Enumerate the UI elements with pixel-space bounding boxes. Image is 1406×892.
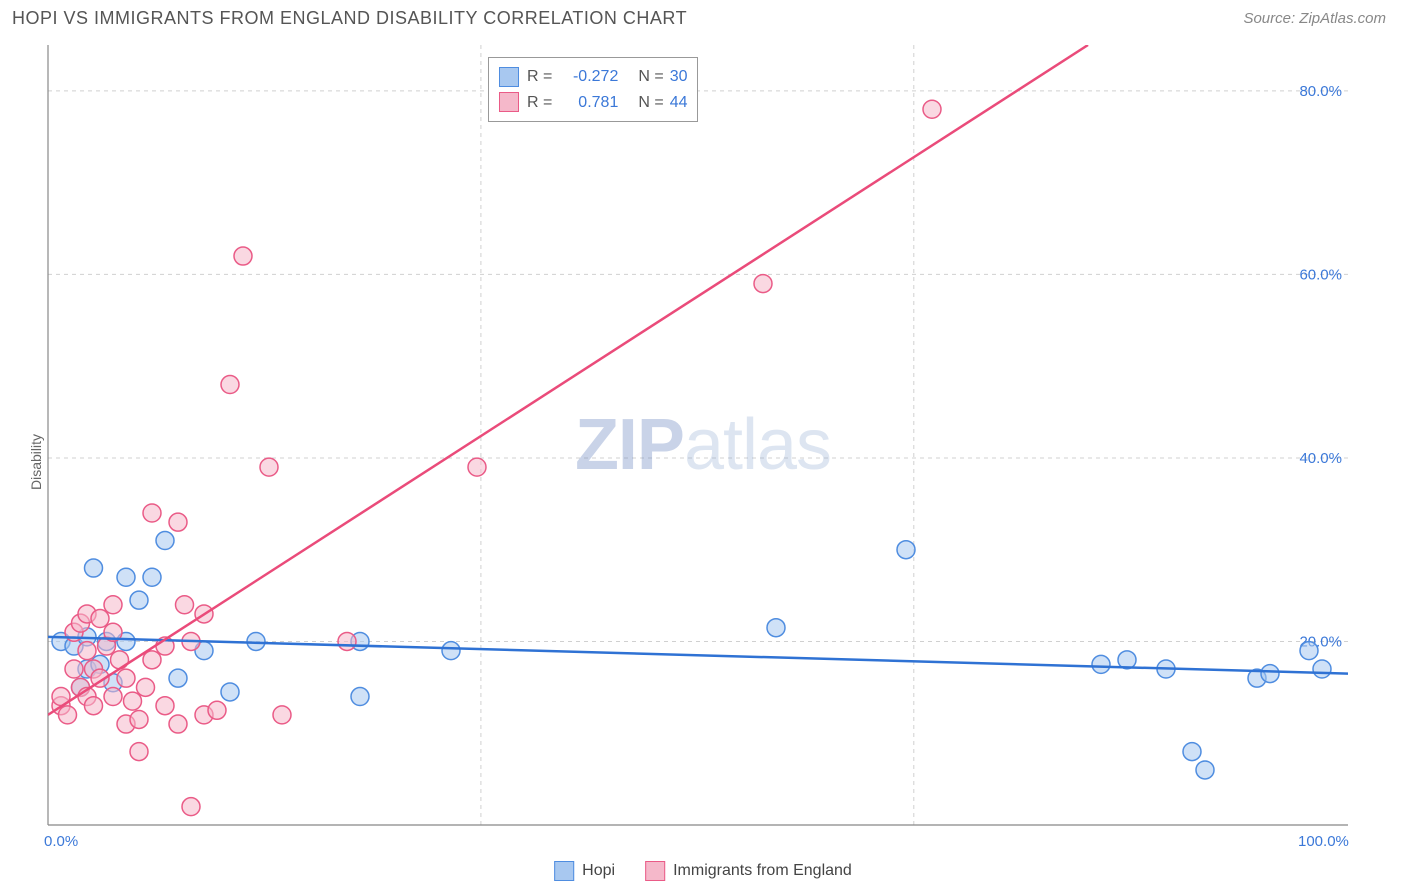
svg-text:60.0%: 60.0% <box>1299 266 1342 283</box>
legend-item-england: Immigrants from England <box>645 861 852 881</box>
chart-container: Disability 20.0%40.0%60.0%80.0% ZIPatlas… <box>0 37 1406 887</box>
legend-swatch <box>499 92 519 112</box>
legend-swatch-england <box>645 861 665 881</box>
legend-item-hopi: Hopi <box>554 861 615 881</box>
series-legend: Hopi Immigrants from England <box>554 861 852 881</box>
legend-swatch-hopi <box>554 861 574 881</box>
source-attribution: Source: ZipAtlas.com <box>1243 10 1386 27</box>
y-axis-label: Disability <box>28 434 44 490</box>
legend-stat-text: R =0.781N =44 <box>527 90 687 116</box>
legend-label-england: Immigrants from England <box>673 862 852 880</box>
chart-title: HOPI VS IMMIGRANTS FROM ENGLAND DISABILI… <box>12 8 687 29</box>
svg-text:40.0%: 40.0% <box>1299 450 1342 467</box>
legend-stat-row: R =0.781N =44 <box>499 90 687 116</box>
x-axis-tick-min: 0.0% <box>44 833 78 850</box>
scatter-plot: 20.0%40.0%60.0%80.0% <box>0 37 1406 857</box>
legend-stat-text: R =-0.272N =30 <box>527 64 687 90</box>
legend-swatch <box>499 67 519 87</box>
chart-header: HOPI VS IMMIGRANTS FROM ENGLAND DISABILI… <box>0 0 1406 37</box>
legend-stat-row: R =-0.272N =30 <box>499 64 687 90</box>
x-axis-tick-max: 100.0% <box>1298 833 1349 850</box>
svg-text:80.0%: 80.0% <box>1299 83 1342 100</box>
correlation-legend: R =-0.272N =30R =0.781N =44 <box>488 57 698 122</box>
legend-label-hopi: Hopi <box>582 862 615 880</box>
